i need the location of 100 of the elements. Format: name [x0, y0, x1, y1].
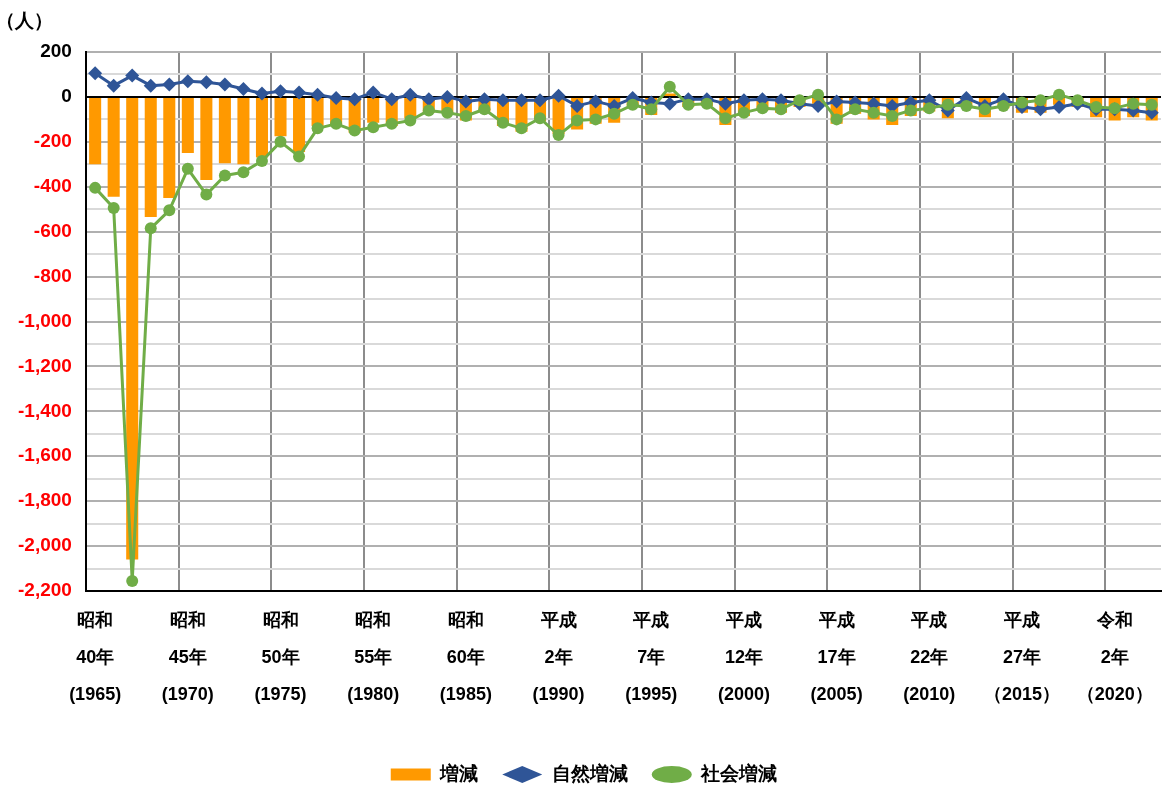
y-tick-label: -1,800 — [18, 489, 72, 511]
point — [236, 82, 251, 97]
point — [588, 94, 603, 109]
point — [292, 85, 307, 100]
point — [978, 103, 991, 116]
legend-label: 社会増減 — [700, 762, 778, 784]
x-tick-label: 昭和40年(1965) — [69, 610, 122, 705]
point — [829, 94, 844, 109]
point — [811, 98, 826, 113]
point — [552, 129, 565, 142]
y-axis-title: （人） — [0, 10, 53, 32]
x-tick-label: 平成7年(1995) — [625, 610, 678, 705]
point — [181, 162, 194, 175]
point — [347, 92, 362, 107]
point — [310, 87, 325, 102]
point — [329, 91, 344, 106]
y-tick-label: -200 — [33, 130, 72, 152]
y-tick-label: 200 — [40, 40, 72, 62]
point — [867, 106, 880, 119]
point — [404, 114, 417, 127]
point — [662, 96, 677, 111]
point — [663, 80, 676, 93]
point — [719, 112, 732, 125]
point — [885, 98, 900, 113]
y-tick-label: -2,200 — [18, 579, 72, 601]
point — [218, 169, 231, 182]
point — [495, 93, 510, 108]
x-tick-label: 平成27年（2015） — [983, 610, 1060, 705]
y-tick-label: -2,000 — [18, 534, 72, 556]
point — [88, 66, 103, 81]
y-tick-label: -1,200 — [18, 354, 72, 376]
point — [514, 93, 529, 108]
point — [366, 85, 381, 100]
point — [571, 114, 584, 127]
x-tick-label: 昭和55年(1980) — [347, 610, 400, 705]
point — [403, 87, 418, 102]
legend-label: 増減 — [439, 762, 479, 784]
point — [106, 78, 121, 93]
point — [812, 88, 825, 101]
y-tick-label: -600 — [33, 219, 72, 241]
y-tick-label: -800 — [33, 264, 72, 286]
point — [515, 122, 528, 135]
point — [849, 103, 862, 116]
point — [682, 98, 695, 111]
point — [237, 166, 250, 179]
legend-label: 自然増減 — [551, 762, 628, 784]
point — [775, 103, 787, 116]
point — [960, 99, 973, 112]
y-tick-label: -400 — [33, 174, 72, 196]
point — [200, 188, 213, 201]
point — [551, 88, 566, 103]
point — [700, 97, 713, 110]
point — [254, 86, 269, 101]
point — [570, 98, 585, 113]
point — [143, 78, 158, 93]
point — [1015, 96, 1028, 109]
point — [293, 150, 306, 163]
point — [458, 94, 473, 109]
point — [107, 202, 120, 215]
point — [1127, 97, 1140, 110]
point — [1053, 88, 1066, 101]
point — [941, 98, 954, 111]
x-tick-label: 平成22年(2010) — [903, 610, 956, 705]
x-tick-label: 昭和45年(1970) — [161, 610, 214, 705]
point — [904, 104, 917, 117]
point — [330, 117, 343, 130]
x-tick-label: 平成17年(2005) — [810, 610, 863, 705]
point — [534, 112, 547, 125]
point — [533, 93, 548, 108]
point — [589, 113, 602, 126]
point — [163, 204, 176, 217]
point — [385, 117, 398, 130]
x-tick-label: 平成2年(1990) — [532, 610, 585, 705]
x-tick-label: 平成12年(2000) — [717, 610, 770, 705]
y-tick-label: -1,600 — [18, 444, 72, 466]
point — [737, 106, 750, 119]
point — [180, 74, 195, 89]
point — [89, 181, 102, 194]
point — [1052, 100, 1067, 115]
point — [126, 574, 139, 587]
point — [274, 135, 287, 148]
x-tick-label: 昭和60年(1985) — [439, 610, 492, 705]
point — [718, 96, 733, 111]
x-tick-label: 昭和50年(1975) — [254, 610, 307, 705]
point — [348, 124, 361, 137]
point — [756, 102, 769, 115]
point — [830, 113, 843, 126]
point — [273, 84, 288, 99]
point — [496, 116, 509, 129]
point — [421, 92, 436, 107]
point — [1145, 98, 1158, 111]
y-tick-label: -1,000 — [18, 309, 72, 331]
x-tick-label: 令和2年（2020） — [1076, 610, 1153, 705]
point — [478, 103, 491, 116]
point — [217, 77, 232, 92]
point — [736, 93, 751, 108]
point — [459, 110, 472, 123]
y-tick-label: 0 — [61, 85, 72, 107]
point — [162, 77, 177, 92]
point — [255, 154, 268, 167]
